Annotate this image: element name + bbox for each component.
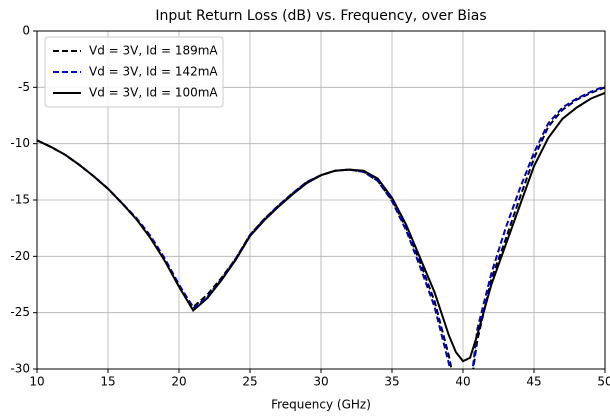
x-tick-label: 15 <box>100 375 115 389</box>
y-tick-label: -20 <box>10 249 30 263</box>
y-tick-label: -25 <box>10 305 30 319</box>
line <box>37 92 605 363</box>
chart-title: Input Return Loss (dB) vs. Frequency, ov… <box>155 8 486 24</box>
plot-frame <box>36 30 606 370</box>
x-tick-label: 10 <box>29 375 44 389</box>
x-tick-label: 20 <box>171 375 186 389</box>
x-tick-label: 40 <box>455 375 470 389</box>
plot-area <box>37 85 605 369</box>
x-tick-label: 25 <box>242 375 257 389</box>
y-tick-label: 0 <box>22 24 30 38</box>
legend-label: Vd = 3V, Id = 142mA <box>89 65 218 79</box>
x-tick-label: 50 <box>597 375 610 389</box>
y-tick-label: -30 <box>10 362 30 376</box>
legend-box <box>44 36 224 108</box>
x-axis-label: Frequency (GHz) <box>271 398 371 412</box>
x-tick-label: 45 <box>526 375 541 389</box>
legend-label: Vd = 3V, Id = 100mA <box>89 86 218 100</box>
x-tick-label: 30 <box>313 375 328 389</box>
y-tick-label: -5 <box>18 80 30 94</box>
y-tick-label: -15 <box>10 193 30 207</box>
y-tick-label: -10 <box>10 136 30 150</box>
x-tick-label: 35 <box>384 375 399 389</box>
legend-label: Vd = 3V, Id = 189mA <box>89 44 218 58</box>
